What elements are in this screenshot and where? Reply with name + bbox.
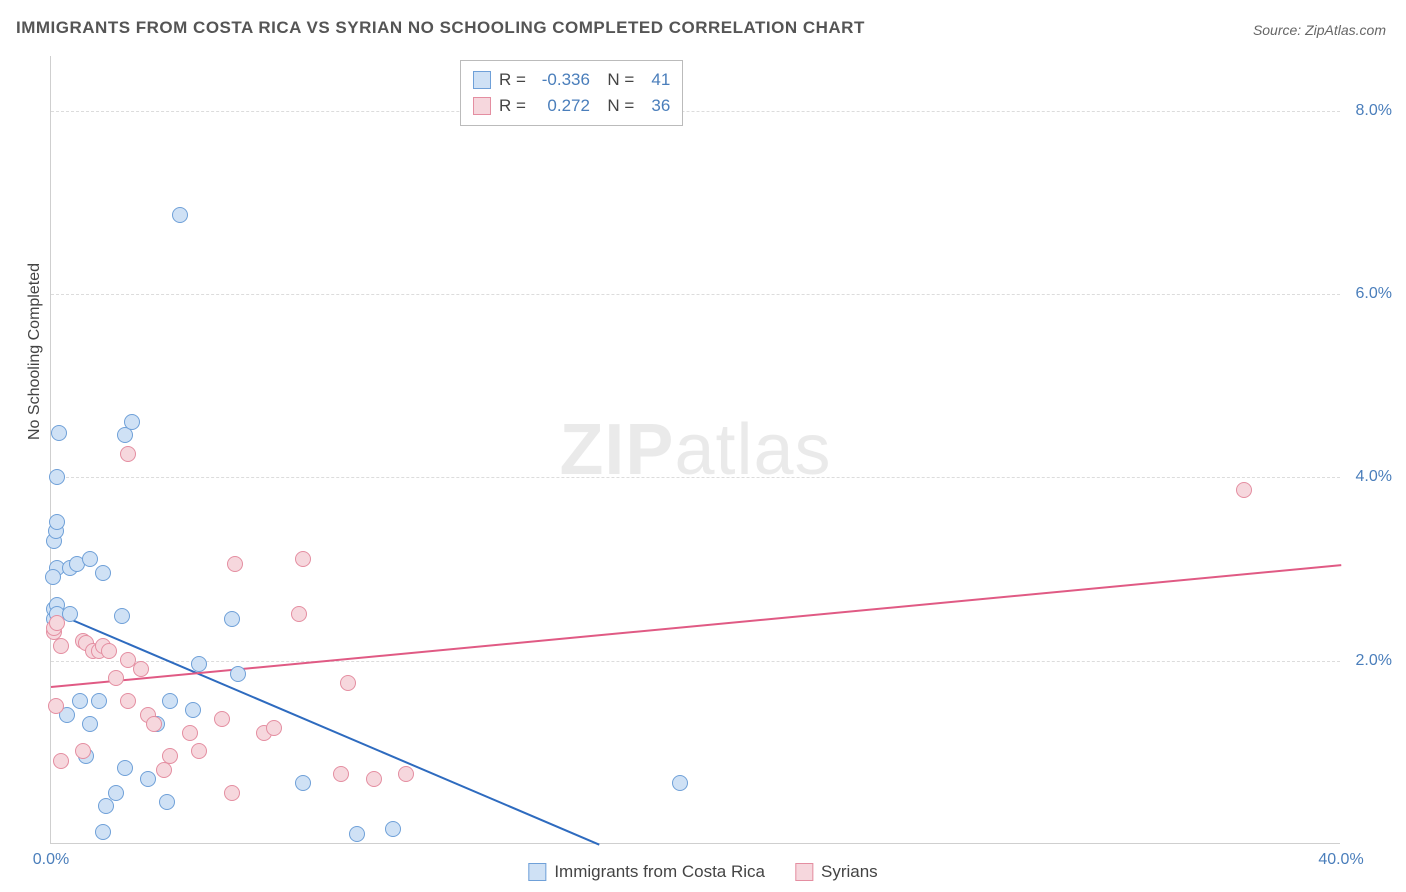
data-point <box>48 698 64 714</box>
data-point <box>1236 482 1252 498</box>
stat-r-label: R = <box>499 93 526 119</box>
regression-line <box>51 610 600 845</box>
ytick-label: 8.0% <box>1356 102 1392 120</box>
y-axis-label: No Schooling Completed <box>26 263 44 440</box>
data-point <box>49 615 65 631</box>
data-point <box>49 514 65 530</box>
stats-row: R = -0.336 N = 41 <box>473 67 670 93</box>
stat-n-value: 36 <box>642 93 670 119</box>
data-point <box>95 824 111 840</box>
data-point <box>95 565 111 581</box>
data-point <box>45 569 61 585</box>
data-point <box>224 785 240 801</box>
data-point <box>49 469 65 485</box>
legend-label: Immigrants from Costa Rica <box>554 862 765 882</box>
legend-item: Immigrants from Costa Rica <box>528 862 765 882</box>
data-point <box>82 551 98 567</box>
data-point <box>82 716 98 732</box>
ytick-label: 6.0% <box>1356 285 1392 303</box>
scatter-plot: ZIPatlas 2.0%4.0%6.0%8.0%0.0%40.0% <box>50 56 1340 844</box>
data-point <box>51 425 67 441</box>
data-point <box>159 794 175 810</box>
stat-r-label: R = <box>499 67 526 93</box>
data-point <box>156 762 172 778</box>
data-point <box>182 725 198 741</box>
data-point <box>224 611 240 627</box>
data-point <box>214 711 230 727</box>
stat-n-value: 41 <box>642 67 670 93</box>
data-point <box>133 661 149 677</box>
data-point <box>120 446 136 462</box>
data-point <box>295 551 311 567</box>
data-point <box>108 785 124 801</box>
data-point <box>227 556 243 572</box>
stat-r-value: -0.336 <box>534 67 590 93</box>
data-point <box>672 775 688 791</box>
data-point <box>101 643 117 659</box>
data-point <box>124 414 140 430</box>
data-point <box>340 675 356 691</box>
stat-n-label: N = <box>598 93 634 119</box>
gridline-h <box>51 477 1340 478</box>
data-point <box>162 748 178 764</box>
data-point <box>140 771 156 787</box>
data-point <box>266 720 282 736</box>
legend-swatch <box>795 863 813 881</box>
data-point <box>75 743 91 759</box>
data-point <box>53 753 69 769</box>
data-point <box>162 693 178 709</box>
data-point <box>191 743 207 759</box>
data-point <box>98 798 114 814</box>
ytick-label: 4.0% <box>1356 468 1392 486</box>
xtick-label: 0.0% <box>33 851 69 869</box>
data-point <box>146 716 162 732</box>
data-point <box>114 608 130 624</box>
series-legend: Immigrants from Costa Rica Syrians <box>522 860 883 884</box>
data-point <box>72 693 88 709</box>
data-point <box>295 775 311 791</box>
data-point <box>333 766 349 782</box>
gridline-h <box>51 111 1340 112</box>
stats-legend: R = -0.336 N = 41R = 0.272 N = 36 <box>460 60 683 126</box>
series-swatch <box>473 71 491 89</box>
legend-swatch <box>528 863 546 881</box>
data-point <box>120 693 136 709</box>
ytick-label: 2.0% <box>1356 652 1392 670</box>
data-point <box>366 771 382 787</box>
stat-r-value: 0.272 <box>534 93 590 119</box>
data-point <box>117 760 133 776</box>
data-point <box>230 666 246 682</box>
source-label: Source: ZipAtlas.com <box>1253 22 1386 38</box>
data-point <box>108 670 124 686</box>
data-point <box>172 207 188 223</box>
data-point <box>117 427 133 443</box>
data-point <box>291 606 307 622</box>
stat-n-label: N = <box>598 67 634 93</box>
data-point <box>191 656 207 672</box>
gridline-h <box>51 661 1340 662</box>
chart-title: IMMIGRANTS FROM COSTA RICA VS SYRIAN NO … <box>16 18 865 38</box>
data-point <box>385 821 401 837</box>
legend-item: Syrians <box>795 862 878 882</box>
data-point <box>398 766 414 782</box>
series-swatch <box>473 97 491 115</box>
gridline-h <box>51 294 1340 295</box>
data-point <box>91 693 107 709</box>
stats-row: R = 0.272 N = 36 <box>473 93 670 119</box>
legend-label: Syrians <box>821 862 878 882</box>
xtick-label: 40.0% <box>1318 851 1363 869</box>
data-point <box>53 638 69 654</box>
data-point <box>349 826 365 842</box>
data-point <box>185 702 201 718</box>
